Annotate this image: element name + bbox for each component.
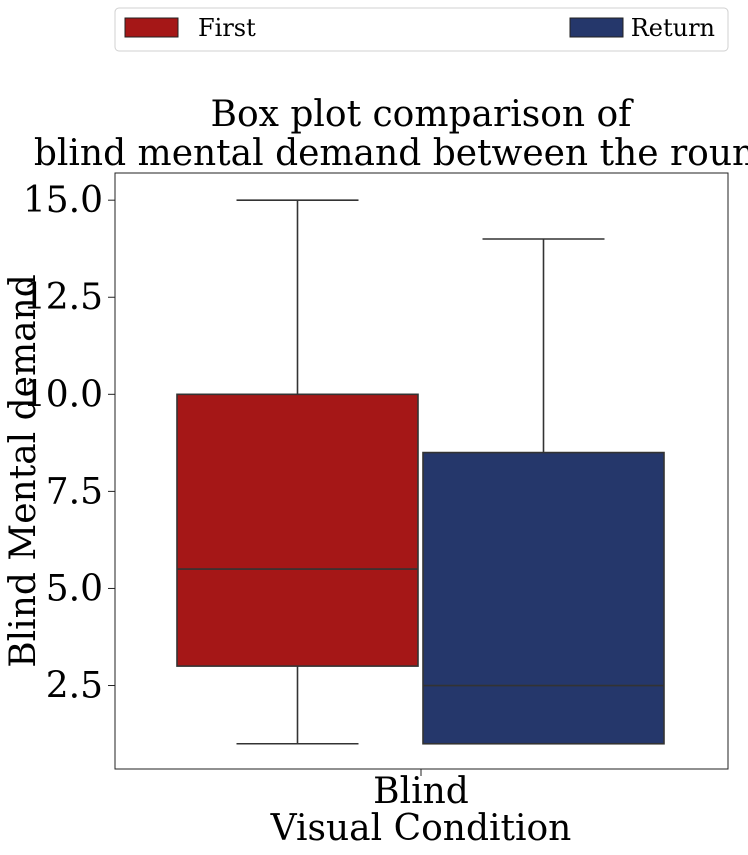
- y-axis: 2.5 5.0 7.5 10.0 12.5 15.0: [23, 180, 115, 707]
- box-return: [422, 451, 665, 745]
- legend: First Return: [114, 7, 729, 52]
- boxes: [176, 199, 665, 745]
- legend-swatch-return: [569, 17, 624, 38]
- chart-title-line-2: blind mental demand between the rounds.: [34, 133, 748, 174]
- x-axis-label: Visual Condition: [270, 808, 572, 849]
- y-tick-label: 7.5: [46, 471, 103, 512]
- y-axis-label: Blind Mental demand: [3, 274, 44, 668]
- chart-title-line-1: Box plot comparison of: [211, 94, 635, 135]
- legend-label-first: First: [198, 14, 256, 42]
- y-tick-label: 2.5: [46, 666, 103, 707]
- legend-label-return: Return: [631, 14, 715, 42]
- box-first: [176, 393, 419, 667]
- x-tick-label-blind: Blind: [373, 771, 469, 812]
- y-tick-label: 5.0: [46, 568, 103, 609]
- legend-swatch-first: [124, 17, 179, 38]
- y-tick-label: 15.0: [23, 180, 103, 221]
- y-tick-label: 10.0: [23, 374, 103, 415]
- y-tick-label: 12.5: [23, 277, 103, 318]
